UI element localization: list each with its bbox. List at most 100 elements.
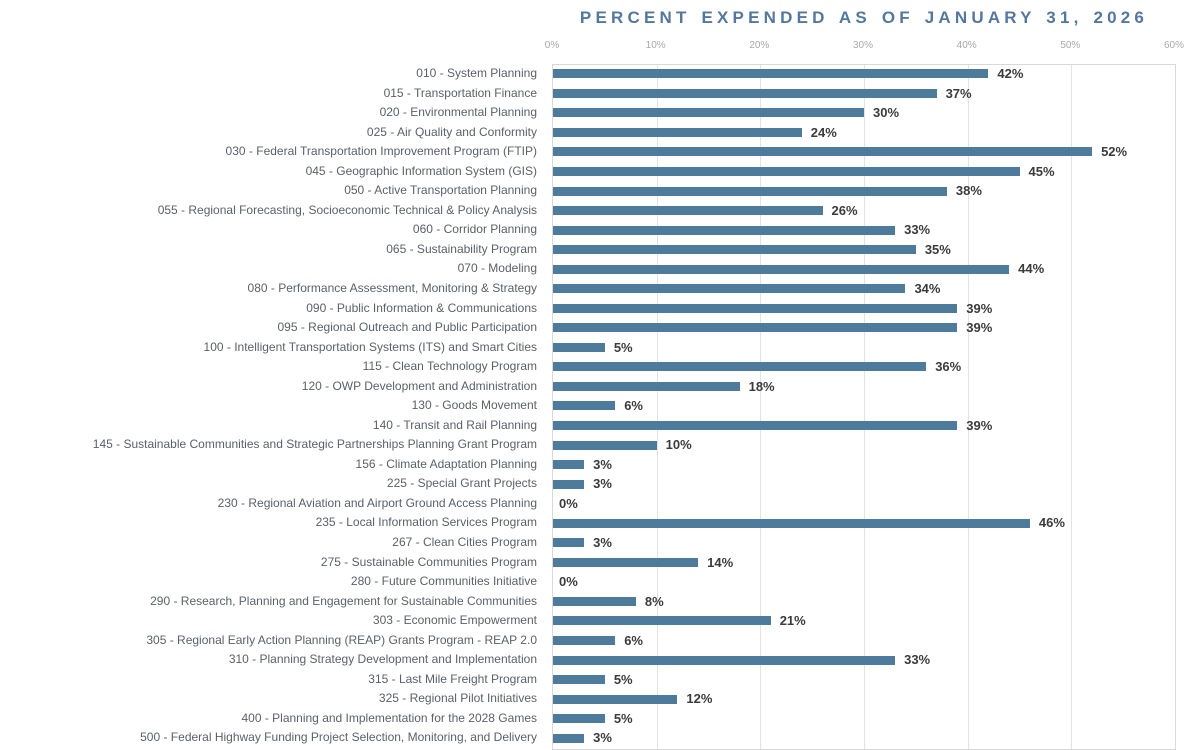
category-label: 060 - Corridor Planning bbox=[412, 222, 537, 237]
bar bbox=[553, 127, 802, 137]
bar bbox=[553, 596, 636, 606]
category-label: 230 - Regional Aviation and Airport Grou… bbox=[217, 495, 537, 510]
chart-row: 400 - Planning and Implementation for th… bbox=[0, 709, 1200, 729]
value-label: 42% bbox=[997, 66, 1024, 81]
bar bbox=[553, 636, 616, 645]
category-label: 140 - Transit and Rail Planning bbox=[372, 417, 537, 432]
category-label: 145 - Sustainable Communities and Strate… bbox=[92, 437, 537, 452]
category-label: 310 - Planning Strategy Development and … bbox=[228, 652, 537, 667]
x-axis-tick-label: 20% bbox=[749, 40, 770, 51]
chart-row: 115 - Clean Technology Program 36% bbox=[0, 357, 1200, 377]
chart-row: 025 - Air Quality and Conformity 24% bbox=[0, 123, 1200, 143]
x-axis-tick-label: 50% bbox=[1060, 40, 1081, 51]
category-label: 025 - Air Quality and Conformity bbox=[366, 124, 537, 139]
category-label: 045 - Geographic Information System (GIS… bbox=[305, 163, 537, 178]
category-label: 030 - Federal Transportation Improvement… bbox=[225, 144, 537, 159]
gridline bbox=[864, 65, 865, 749]
bar bbox=[553, 381, 740, 391]
value-label: 0% bbox=[559, 495, 578, 511]
value-label: 0% bbox=[559, 574, 578, 590]
value-label: 46% bbox=[1038, 515, 1065, 531]
chart-row: 100 - Intelligent Transportation Systems… bbox=[0, 338, 1200, 358]
chart-row: 290 - Research, Planning and Engagement … bbox=[0, 592, 1200, 612]
value-label: 24% bbox=[810, 124, 837, 140]
value-label: 12% bbox=[686, 691, 713, 707]
chart-row: 315 - Last Mile Freight Program 5% bbox=[0, 670, 1200, 690]
category-label: 050 - Active Transportation Planning bbox=[344, 183, 537, 198]
value-label: 5% bbox=[613, 710, 633, 726]
chart-row: 045 - Geographic Information System (GIS… bbox=[0, 162, 1200, 182]
chart-row: 070 - Modeling 44% bbox=[0, 259, 1200, 279]
bar bbox=[553, 245, 916, 255]
chart-row: 050 - Active Transportation Planning 38% bbox=[0, 181, 1200, 201]
category-label: 325 - Regional Pilot Initiatives bbox=[378, 691, 537, 706]
category-label: 267 - Clean Cities Program bbox=[392, 535, 537, 550]
bar bbox=[553, 362, 927, 372]
value-label: 44% bbox=[1018, 261, 1045, 277]
value-label: 45% bbox=[1028, 163, 1055, 179]
category-label: 305 - Regional Early Action Planning (RE… bbox=[146, 632, 537, 647]
category-label: 225 - Special Grant Projects bbox=[386, 476, 537, 491]
value-label: 26% bbox=[831, 202, 858, 218]
chart-title: PERCENT EXPENDED AS OF JANUARY 31, 2026 bbox=[579, 8, 1149, 27]
category-label: 303 - Economic Empowerment bbox=[372, 613, 537, 628]
chart-row: 080 - Performance Assessment, Monitoring… bbox=[0, 279, 1200, 299]
chart-row: 303 - Economic Empowerment 21% bbox=[0, 611, 1200, 631]
x-axis-tick-label: 60% bbox=[1163, 40, 1184, 51]
chart-row: 030 - Federal Transportation Improvement… bbox=[0, 142, 1200, 162]
value-label: 35% bbox=[924, 241, 951, 257]
value-label: 3% bbox=[593, 456, 612, 472]
category-label: 070 - Modeling bbox=[457, 261, 537, 276]
gridline bbox=[1071, 65, 1073, 749]
value-label: 39% bbox=[966, 417, 993, 433]
chart-row: 235 - Local Information Services Program… bbox=[0, 513, 1200, 533]
bar bbox=[553, 284, 906, 294]
bar bbox=[553, 616, 771, 626]
x-axis-tick-label: 40% bbox=[956, 40, 977, 51]
bar bbox=[553, 440, 657, 450]
category-label: 130 - Goods Movement bbox=[411, 398, 537, 413]
value-label: 37% bbox=[945, 85, 972, 101]
gridline bbox=[760, 65, 762, 749]
bar bbox=[553, 460, 585, 470]
bar bbox=[553, 264, 1010, 274]
chart-row: 130 - Goods Movement 6% bbox=[0, 396, 1200, 416]
bar bbox=[553, 479, 585, 489]
category-label: 100 - Intelligent Transportation Systems… bbox=[203, 339, 537, 354]
bar bbox=[553, 225, 896, 235]
bar bbox=[553, 69, 989, 79]
category-label: 095 - Regional Outreach and Public Parti… bbox=[277, 320, 538, 335]
bar bbox=[553, 323, 958, 333]
value-label: 8% bbox=[644, 593, 664, 609]
bar bbox=[553, 206, 823, 216]
category-label: 055 - Regional Forecasting, Socioeconomi… bbox=[157, 202, 537, 217]
bar bbox=[553, 518, 1030, 528]
category-label: 010 - System Planning bbox=[416, 66, 537, 80]
chart-row: 010 - System Planning 42% bbox=[0, 64, 1200, 84]
category-label: 115 - Clean Technology Program bbox=[362, 359, 537, 374]
chart-row: 065 - Sustainability Program 35% bbox=[0, 240, 1200, 260]
category-label: 235 - Local Information Services Program bbox=[315, 515, 537, 530]
value-label: 5% bbox=[613, 339, 633, 355]
chart-row: 305 - Regional Early Action Planning (RE… bbox=[0, 631, 1200, 651]
bar bbox=[553, 694, 678, 704]
chart-row: 310 - Planning Strategy Development and … bbox=[0, 650, 1200, 670]
category-label: 290 - Research, Planning and Engagement … bbox=[150, 593, 537, 608]
category-label: 120 - OWP Development and Administration bbox=[301, 378, 537, 393]
value-label: 6% bbox=[624, 632, 643, 648]
gridline bbox=[656, 65, 658, 749]
value-label: 39% bbox=[966, 300, 993, 316]
bar bbox=[553, 88, 937, 98]
bar bbox=[553, 147, 1093, 157]
chart-row: 275 - Sustainable Communities Program 14% bbox=[0, 553, 1200, 573]
value-label: 33% bbox=[904, 222, 931, 238]
value-label: 34% bbox=[914, 280, 941, 296]
x-axis-tick-label: 0% bbox=[544, 40, 560, 51]
plot-area bbox=[552, 64, 1176, 750]
x-axis-tick-label: 10% bbox=[645, 40, 666, 51]
category-label: 275 - Sustainable Communities Program bbox=[320, 554, 537, 569]
value-label: 3% bbox=[593, 535, 612, 551]
value-label: 3% bbox=[593, 476, 612, 492]
value-label: 18% bbox=[748, 378, 775, 394]
